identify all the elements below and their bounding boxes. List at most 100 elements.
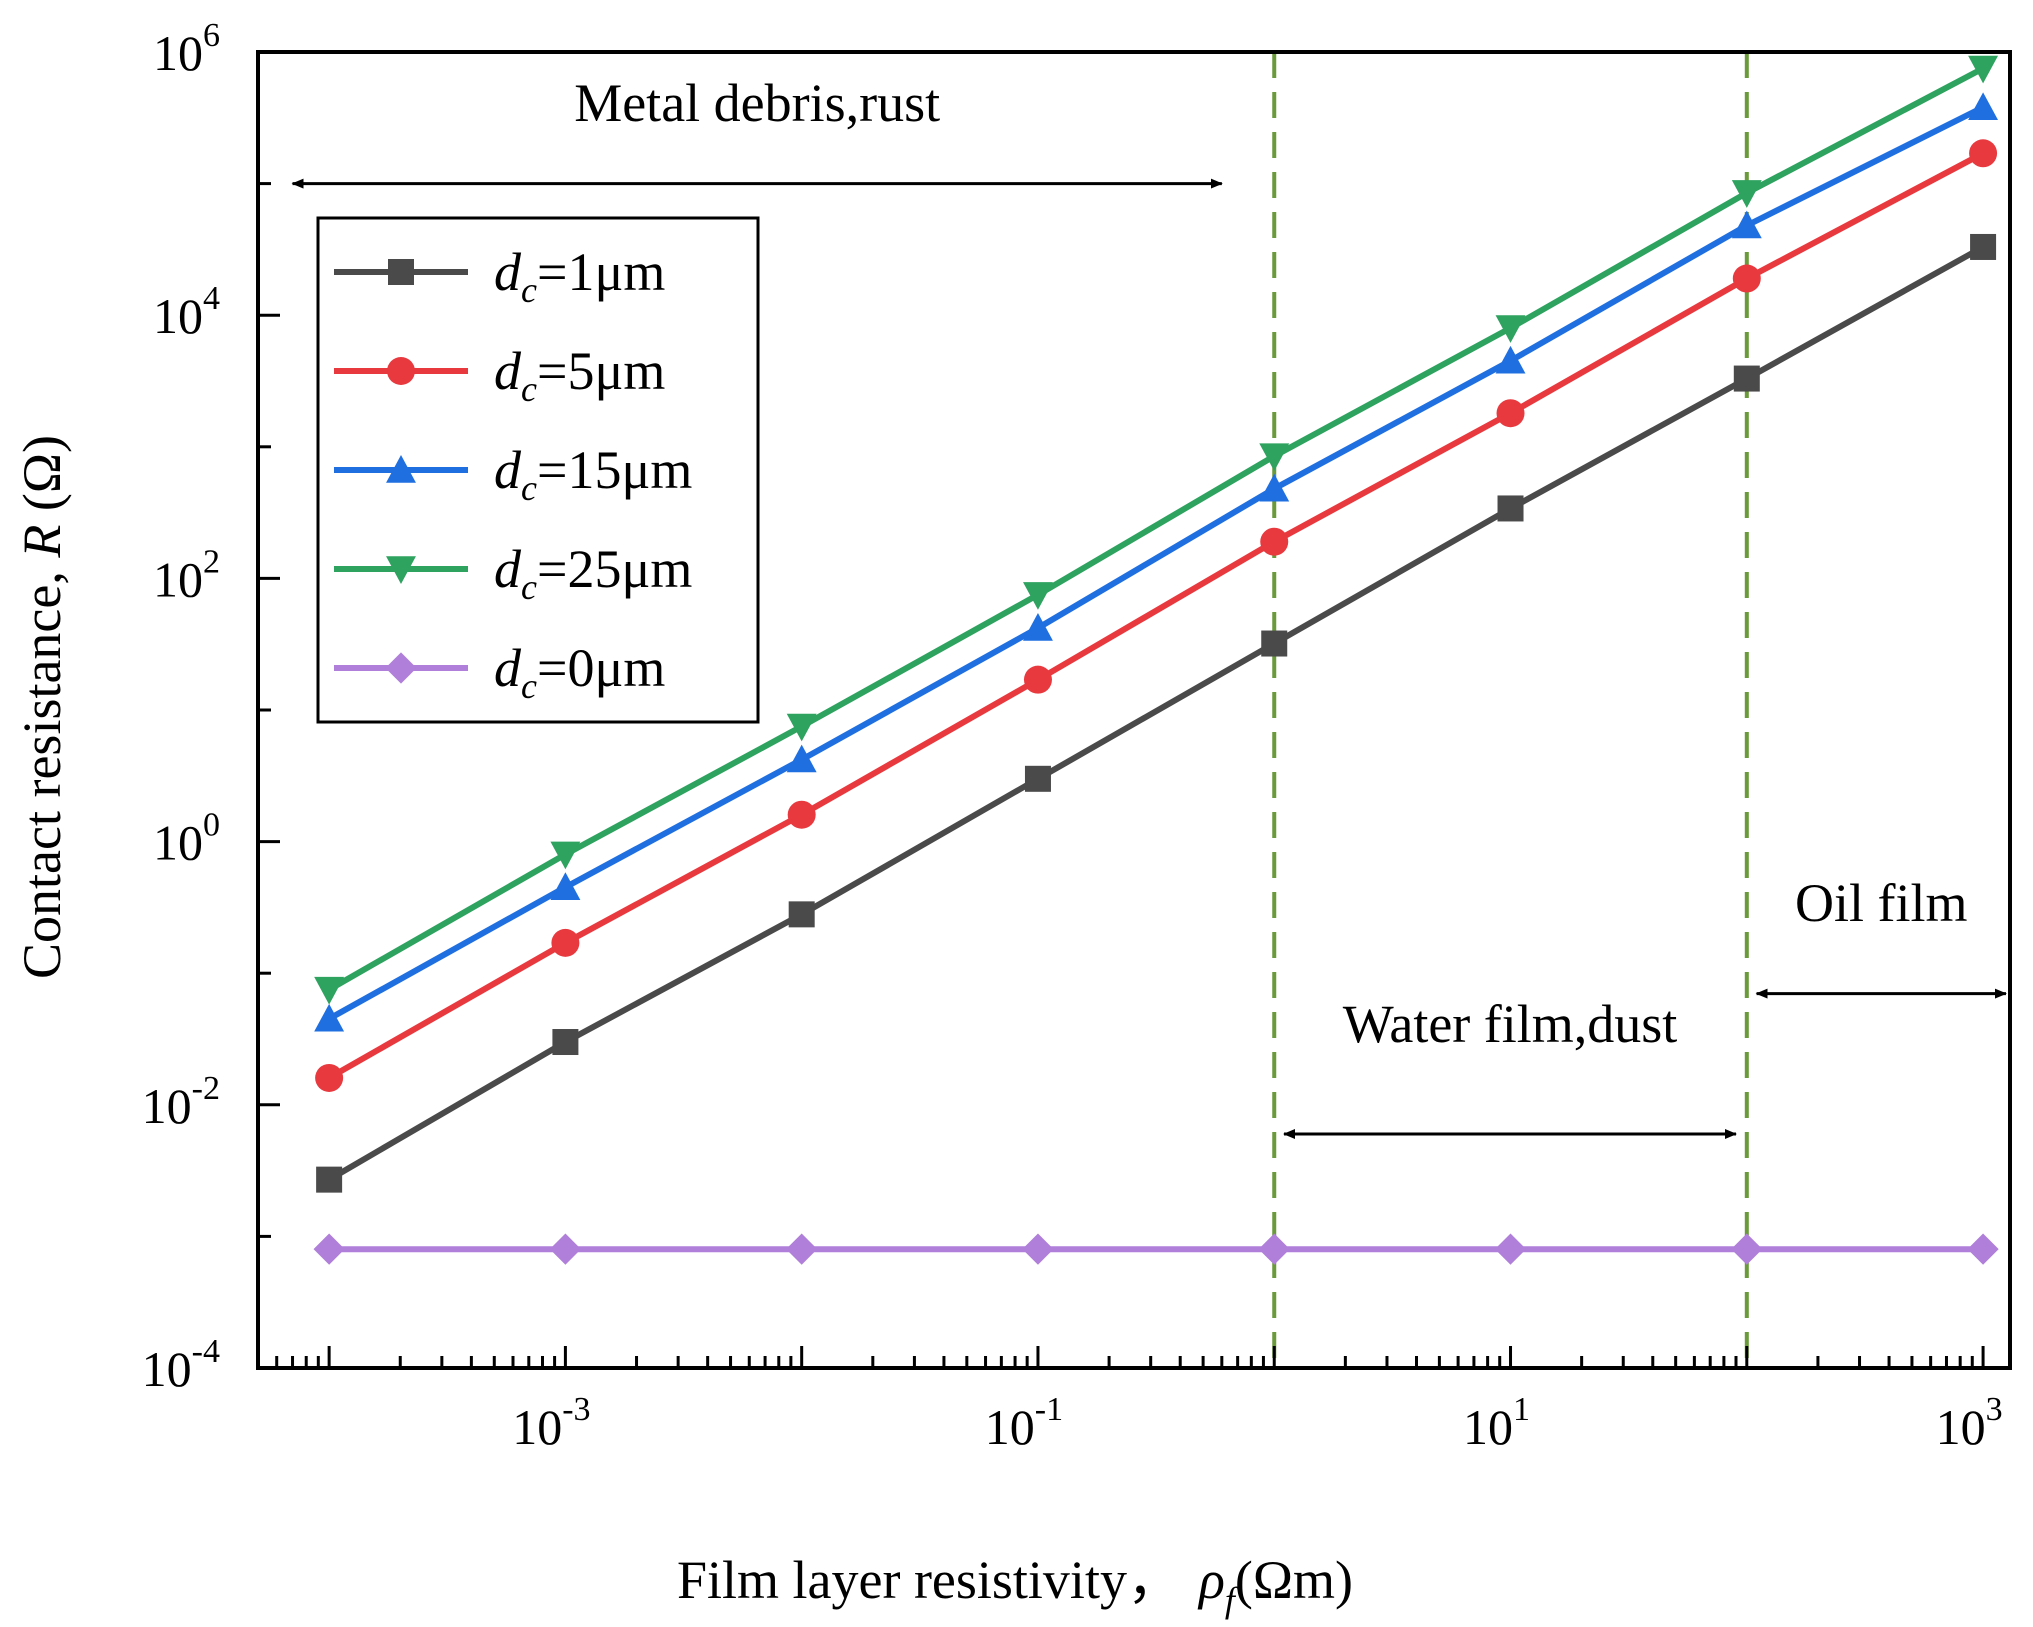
data-point-0-6 [1733,365,1760,392]
legend-swatch-marker-4 [385,652,417,684]
annotation-label-2: Oil film [1795,873,1968,933]
series-line-1 [327,150,1985,1081]
data-point-3-3 [1023,582,1053,610]
data-point-4-4 [1258,1233,1290,1265]
y-tick-label-base: 10 [142,1341,192,1397]
legend-swatch-marker-2 [386,455,416,483]
data-point-0-3 [1024,765,1051,792]
legend-swatch-marker-0 [388,259,414,285]
legend-entry-0: dc=1μm [334,242,665,310]
data-point-2-3 [1023,613,1053,641]
y-tick-label-base: 10 [153,288,203,344]
data-point-2-6 [1731,210,1762,239]
series-1 [315,139,1998,1092]
region-divider-lines [1272,52,1749,1368]
data-point-1-4 [1260,527,1289,556]
y-tick-label-2: 100 [153,807,220,871]
legend-label-subscript: c [521,666,537,706]
x-tick-label-base: 10 [512,1399,562,1455]
legend-entry-2: dc=15μm [334,440,692,508]
series-line-0 [327,244,1985,1183]
x-tick-label-3: 103 [1936,1391,2003,1455]
series-layer [313,55,1999,1265]
y-tick-label-base: 10 [153,551,203,607]
data-point-0-5 [1497,495,1524,522]
legend-label-value: =25μm [537,539,692,599]
data-point-4-2 [786,1233,818,1265]
legend-label-value: =15μm [537,440,692,500]
x-axis-title: Film layer resistivity， ρf(Ωm) [677,1550,1353,1620]
y-tick-label-exponent: 4 [203,280,220,317]
x-tick-label-base: 10 [1463,1399,1513,1455]
data-point-3-2 [786,713,817,742]
data-point-4-1 [549,1233,582,1265]
data-point-0-2 [788,901,815,928]
legend-entry-4: dc=0μm [334,638,665,706]
x-axis-title-symbol: ρ [1197,1550,1225,1610]
data-point-3-5 [1495,315,1526,343]
data-point-2-4 [1259,473,1290,502]
x-tick-label-1: 10-1 [985,1391,1063,1455]
data-point-2-1 [550,872,581,900]
legend-label-variable: d [494,539,522,599]
y-tick-label-exponent: 2 [203,543,220,580]
x-tick-label-base: 10 [985,1399,1035,1455]
data-point-1-1 [551,928,580,957]
y-tick-label-base: 10 [153,815,203,871]
data-point-2-2 [786,744,817,773]
series-0 [316,233,1997,1193]
legend-entry-3: dc=25μm [334,539,692,607]
y-axis-title-unit: (Ω) [12,435,72,525]
data-point-3-0 [314,976,345,1005]
x-axis-title-text: Film layer resistivity， [677,1550,1181,1610]
y-tick-label-5: 106 [153,17,220,81]
legend-label-subscript: c [521,270,537,310]
legend-label-4: dc=0μm [494,638,665,706]
data-point-3-4 [1259,443,1290,472]
legend-entry-1: dc=5μm [334,341,665,409]
data-point-3-7 [1968,55,1999,84]
y-tick-label-exponent: -4 [192,1333,220,1370]
x-tick-label-2: 101 [1463,1391,1530,1455]
data-point-1-7 [1969,139,1998,168]
data-point-0-0 [316,1166,343,1193]
y-axis-title: Contact resistance, R (Ω) [12,435,72,979]
legend-swatch-marker-1 [387,357,415,385]
legend-label-0: dc=1μm [494,242,665,310]
y-tick-label-exponent: -2 [192,1070,220,1107]
legend-label-variable: d [494,440,522,500]
annotation-label-1: Water film,dust [1343,994,1678,1054]
y-tick-label-base: 10 [142,1078,192,1134]
y-tick-label-1: 10-2 [142,1070,220,1134]
data-point-1-5 [1496,399,1525,428]
x-tick-label-exponent: 1 [1513,1391,1530,1428]
data-point-3-1 [550,841,581,870]
series-4 [313,1233,1999,1265]
y-tick-label-base: 10 [153,25,203,81]
legend-label-variable: d [494,242,522,302]
x-tick-label-base: 10 [1936,1399,1986,1455]
data-point-0-7 [1970,233,1997,260]
x-axis-title-unit: (Ωm) [1235,1550,1353,1610]
legend-label-subscript: c [521,369,537,409]
y-tick-label-exponent: 6 [203,17,220,54]
legend-label-subscript: c [521,567,537,607]
data-point-1-6 [1732,264,1761,293]
legend-label-2: dc=15μm [494,440,692,508]
x-tick-label-0: 10-3 [512,1391,590,1455]
y-tick-label-3: 102 [153,543,220,607]
data-point-4-6 [1731,1233,1763,1265]
annotations: Metal debris,rust Water film,dust Oil film [291,73,2007,1139]
data-point-4-3 [1022,1233,1054,1265]
y-axis-title-symbol: R [12,525,72,559]
series-3 [314,55,1999,1005]
data-point-2-0 [314,1003,345,1032]
legend-label-variable: d [494,341,522,401]
legend-label-1: dc=5μm [494,341,665,409]
x-tick-label-exponent: -3 [562,1391,590,1428]
x-tick-label-exponent: 3 [1986,1391,2003,1428]
data-point-4-7 [1967,1233,1999,1265]
